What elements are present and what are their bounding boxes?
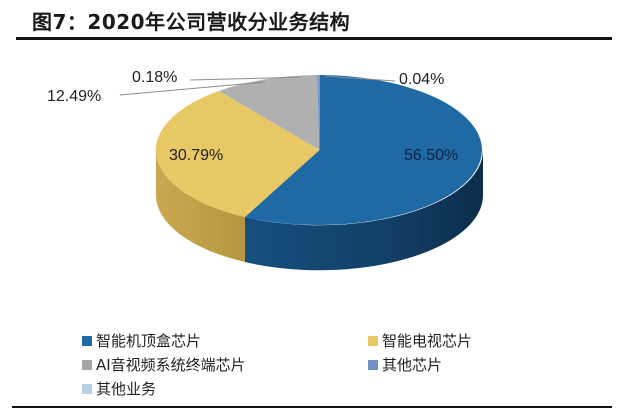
slice-other-chips — [317, 74, 320, 150]
legend-item-other-chips: 其他芯片 — [368, 354, 442, 375]
leader-lines — [119, 75, 396, 96]
legend-label: 智能电视芯片 — [382, 332, 473, 350]
label-set-top-box: 56.50% — [404, 147, 458, 164]
legend-swatch — [368, 359, 378, 370]
bottom-divider — [12, 406, 612, 408]
legend-item-smart-tv: 智能电视芯片 — [368, 330, 472, 351]
label-other-chips: 0.18% — [132, 69, 177, 86]
legend-label: 其他芯片 — [382, 356, 443, 374]
label-ai-av: 12.49% — [47, 88, 101, 105]
chart-title: 图7：2020年公司营收分业务结构 — [32, 10, 351, 34]
legend-swatch — [368, 335, 378, 346]
legend-swatch — [82, 383, 92, 394]
legend-swatch — [82, 335, 92, 346]
slice-ai-av — [219, 75, 320, 150]
title-divider — [16, 37, 612, 40]
pie-top — [155, 74, 482, 225]
legend-item-other-business: 其他业务 — [82, 378, 156, 399]
legend-item-set-top-box: 智能机顶盒芯片 — [82, 330, 201, 351]
label-smart-tv: 30.79% — [169, 147, 223, 164]
legend-label: AI音视频系统终端芯片 — [96, 356, 246, 374]
label-other-business: 0.04% — [399, 71, 444, 88]
pie-side-walls — [155, 150, 484, 271]
legend-swatch — [82, 359, 92, 370]
slice-smart-tv — [155, 91, 320, 217]
legend-label: 其他业务 — [96, 380, 157, 398]
legend-label: 智能机顶盒芯片 — [96, 332, 202, 350]
slice-other-business — [318, 74, 320, 150]
legend-item-ai-av: AI音视频系统终端芯片 — [82, 354, 246, 375]
slice-set-top-box — [245, 75, 482, 225]
